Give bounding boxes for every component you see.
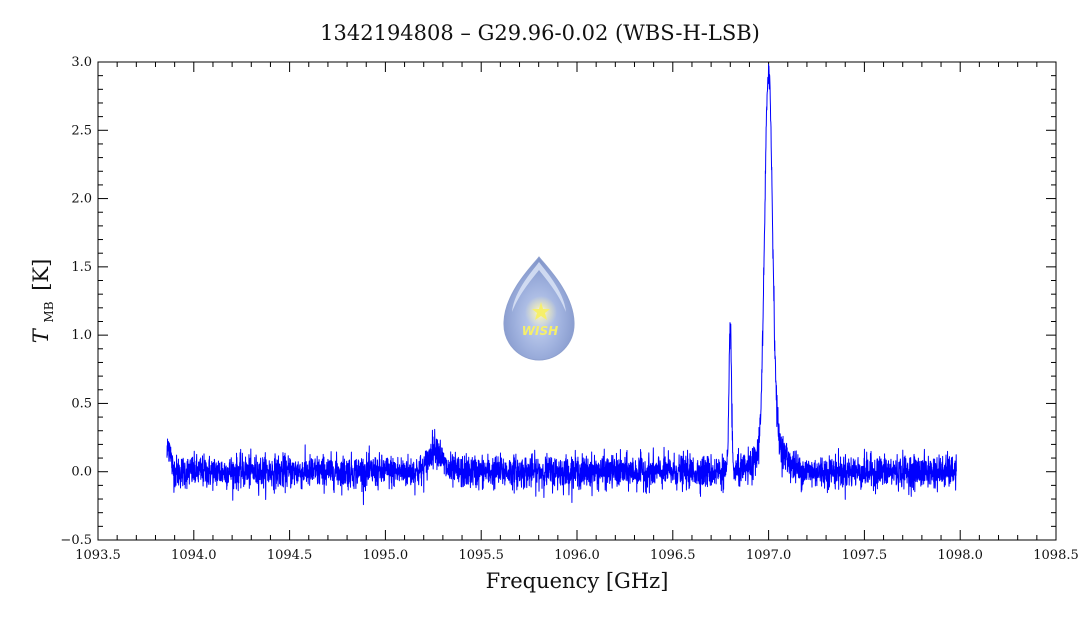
x-tick-labels: 1093.5 1094.0 1094.5 1095.0 1095.5 1096.0 1096… — [75, 548, 1079, 563]
y-axis-label-sub: MB — [42, 301, 56, 322]
x-tick-label: 1096.0 — [554, 548, 600, 563]
y-tick-label: 3.0 — [71, 55, 92, 70]
x-tick-label: 1095.0 — [363, 548, 409, 563]
x-tick-label: 1094.0 — [171, 548, 217, 563]
y-tick-labels: −0.5 0.0 0.5 1.0 1.5 2.0 2.5 3.0 — [60, 55, 92, 548]
drop-highlight — [512, 262, 566, 312]
y-tick-label: 1.5 — [71, 260, 92, 275]
y-tick-label: 1.0 — [71, 328, 92, 343]
y-tick-label: 0.5 — [71, 396, 92, 411]
x-tick-label: 1098.5 — [1033, 548, 1079, 563]
y-axis-label-main: T — [29, 327, 53, 343]
y-axis-label-unit: [K] — [29, 259, 53, 291]
chart-title: 1342194808 – G29.96-0.02 (WBS-H-LSB) — [320, 21, 760, 45]
y-axis-label: T MB [K] — [29, 259, 58, 344]
x-tick-label: 1098.0 — [937, 548, 983, 563]
x-tick-label: 1097.0 — [746, 548, 792, 563]
y-tick-label: −0.5 — [60, 533, 92, 548]
spectrum-series-line — [166, 63, 957, 506]
x-tick-label: 1095.5 — [458, 548, 504, 563]
x-tick-label: 1094.5 — [267, 548, 313, 563]
y-tick-label: 2.5 — [71, 123, 92, 138]
y-tick-label: 2.0 — [71, 192, 92, 207]
x-axis-label: Frequency [GHz] — [486, 569, 669, 593]
svg-text:T MB [K]: T MB [K] — [29, 259, 58, 344]
axis-ticks — [97, 61, 1057, 541]
y-tick-label: 0.0 — [71, 465, 92, 480]
star-icon — [532, 302, 550, 320]
x-tick-label: 1096.5 — [650, 548, 696, 563]
wish-logo: WISH — [503, 256, 575, 361]
logo-text: WISH — [522, 324, 558, 338]
x-tick-label: 1097.5 — [842, 548, 888, 563]
x-tick-label: 1093.5 — [75, 548, 121, 563]
